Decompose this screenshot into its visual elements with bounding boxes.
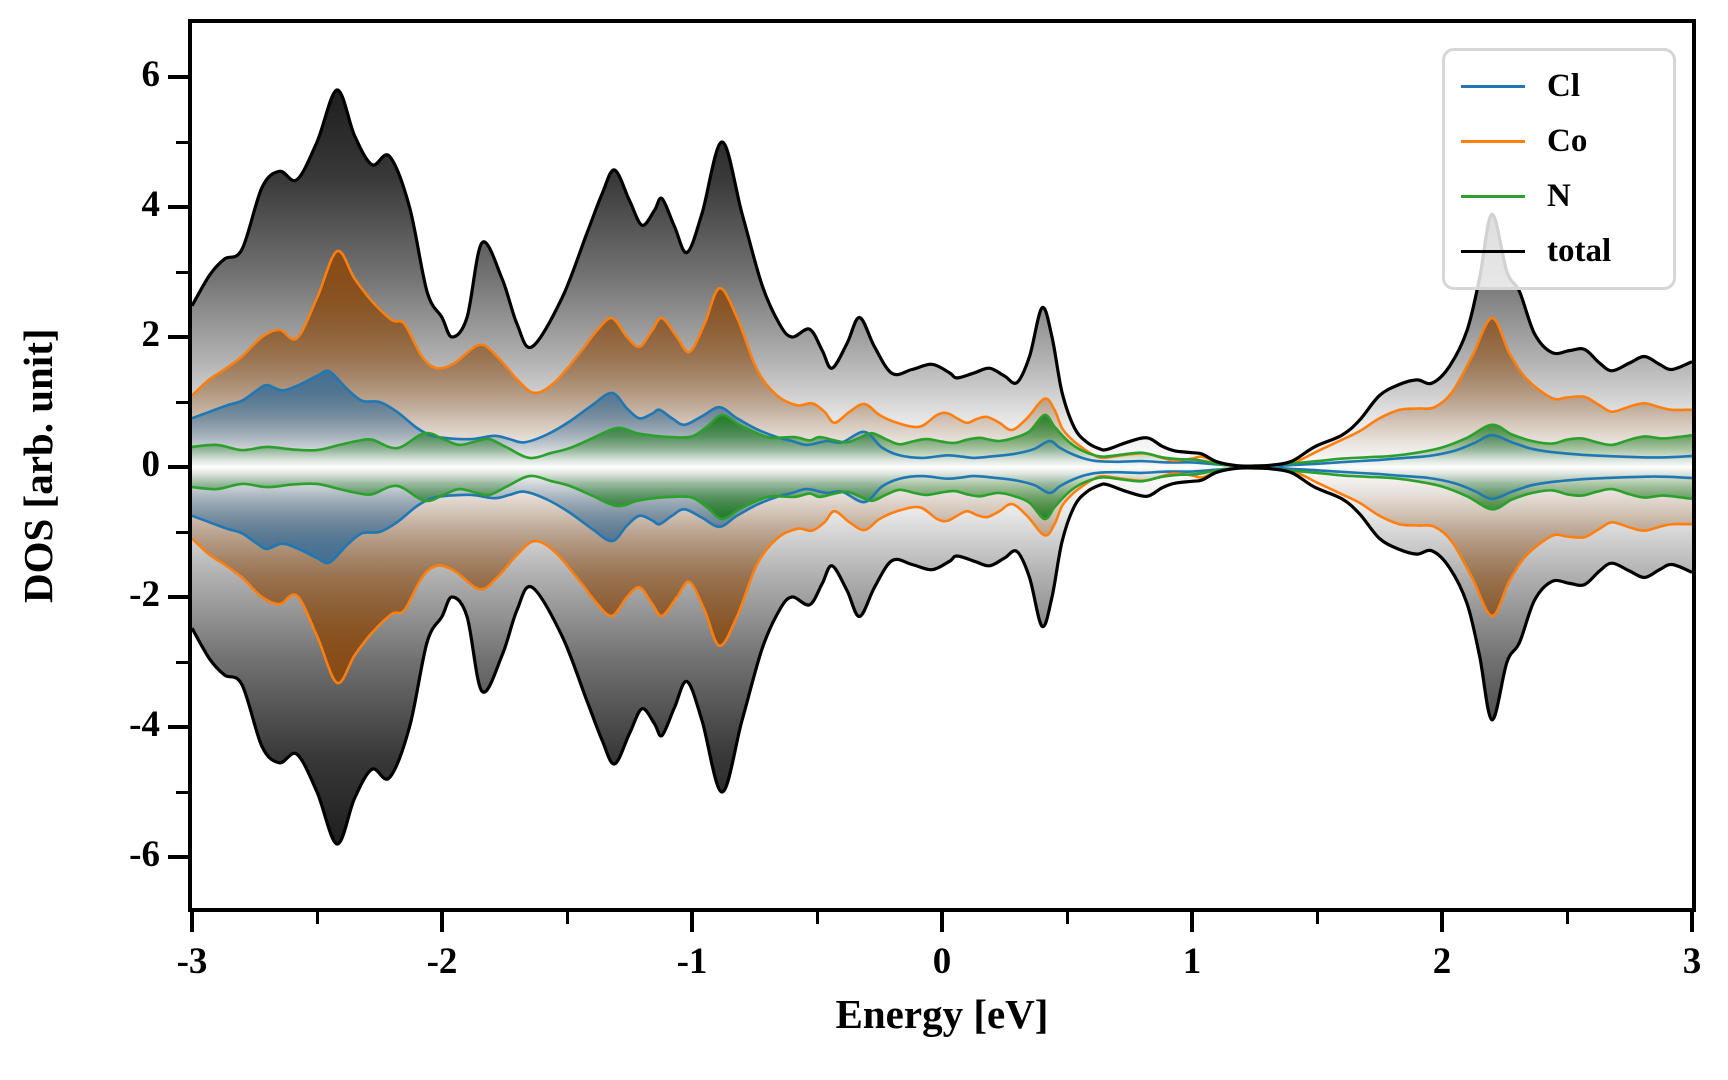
- legend-entry-n: N: [1461, 180, 1673, 213]
- dos-plot-canvas: [192, 88, 1692, 846]
- legend-entry-total: total: [1461, 235, 1673, 268]
- y-minor-tick: [176, 530, 188, 534]
- y-major-tick: [168, 335, 188, 339]
- y-minor-tick: [176, 660, 188, 664]
- y-minor-tick: [176, 400, 188, 404]
- legend-line-sample-cl: [1461, 85, 1525, 88]
- x-major-tick: [690, 912, 694, 932]
- y-tick-label: 0: [141, 444, 161, 485]
- series-line-N-up: [192, 413, 1692, 468]
- x-tick-label: 1: [1182, 941, 1202, 982]
- x-axis-label: Energy [eV]: [835, 991, 1049, 1037]
- legend-label-total: total: [1547, 233, 1612, 269]
- legend-line-sample-co: [1461, 140, 1525, 143]
- series-line-total-up: [192, 88, 1692, 468]
- legend-label-cl: Cl: [1547, 68, 1580, 104]
- series-fill-N: [192, 414, 1692, 520]
- x-minor-tick: [1065, 912, 1069, 924]
- x-major-tick: [940, 912, 944, 932]
- x-major-tick: [1190, 912, 1194, 932]
- y-major-tick: [168, 205, 188, 209]
- x-minor-tick: [565, 912, 569, 924]
- x-major-tick: [440, 912, 444, 932]
- legend-label-co: Co: [1547, 123, 1588, 159]
- legend-entry-co: Co: [1461, 125, 1673, 158]
- y-major-tick: [168, 855, 188, 859]
- series-line-Co-up: [192, 249, 1692, 468]
- y-tick-label: -4: [129, 704, 160, 745]
- x-tick-label: 3: [1682, 941, 1702, 982]
- x-tick-label: -3: [176, 941, 208, 982]
- y-minor-tick: [176, 270, 188, 274]
- legend-line-sample-total: [1461, 250, 1525, 253]
- x-major-tick: [190, 912, 194, 932]
- x-minor-tick: [1315, 912, 1319, 924]
- legend-line-sample-n: [1461, 195, 1525, 198]
- legend-label-n: N: [1547, 178, 1571, 214]
- y-major-tick: [168, 465, 188, 469]
- series-line-N-down: [192, 466, 1692, 521]
- series-line-total-down: [192, 466, 1692, 846]
- x-minor-tick: [315, 912, 319, 924]
- x-tick-label: 0: [932, 941, 952, 982]
- legend: Cl Co N total: [1442, 48, 1676, 290]
- x-major-tick: [1690, 912, 1694, 932]
- x-tick-label: -1: [676, 941, 708, 982]
- x-tick-label: 2: [1432, 941, 1452, 982]
- y-axis-label: DOS [arb. unit]: [15, 328, 61, 603]
- y-tick-label: -6: [129, 834, 160, 875]
- y-major-tick: [168, 725, 188, 729]
- y-tick-label: 6: [141, 54, 161, 95]
- plot-frame: [188, 19, 1696, 912]
- x-minor-tick: [1565, 912, 1569, 924]
- y-minor-tick: [176, 140, 188, 144]
- x-minor-tick: [815, 912, 819, 924]
- series-line-Co-down: [192, 466, 1692, 685]
- y-tick-label: 4: [141, 184, 161, 225]
- legend-entry-cl: Cl: [1461, 70, 1673, 103]
- y-tick-label: -2: [129, 574, 160, 615]
- y-tick-label: 2: [141, 314, 161, 355]
- y-major-tick: [168, 595, 188, 599]
- y-major-tick: [168, 75, 188, 79]
- x-major-tick: [1440, 912, 1444, 932]
- x-tick-label: -2: [426, 941, 458, 982]
- y-minor-tick: [176, 790, 188, 794]
